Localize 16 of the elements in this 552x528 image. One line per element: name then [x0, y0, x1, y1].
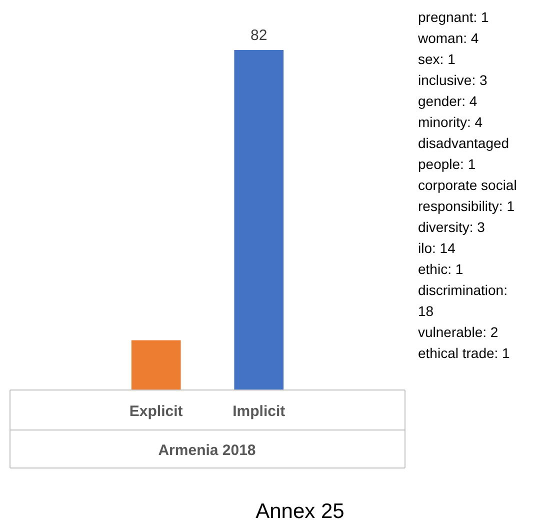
text: diversity: 3 [418, 219, 486, 235]
x-axis-title: Armenia 2018 [158, 442, 256, 459]
text: vulnerable: 2 [418, 324, 498, 340]
text: gender: 4 [418, 93, 478, 109]
text: sex: 1 [418, 51, 456, 67]
data-label: 82 [250, 27, 268, 44]
text: ethical trade: 1 [418, 345, 510, 361]
x-tick-label: Implicit [232, 403, 286, 420]
text: woman: 4 [417, 30, 479, 46]
text: ethic: 1 [418, 261, 464, 277]
text: minority: 4 [418, 114, 483, 130]
text: ilo: 14 [418, 240, 456, 256]
x-tick-label: Explicit [129, 403, 183, 420]
text: pregnant: 1 [418, 9, 490, 25]
text: Annex 25 [256, 500, 344, 523]
text: inclusive: 3 [418, 72, 488, 88]
